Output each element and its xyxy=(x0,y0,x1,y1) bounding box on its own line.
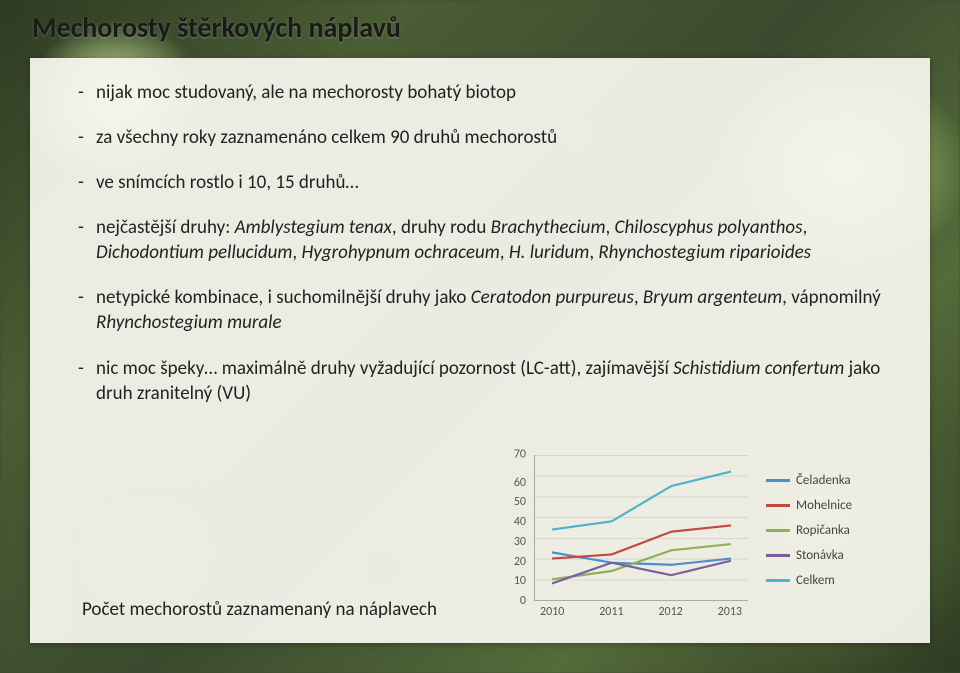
bullet-item: za všechny roky zaznamenáno celkem 90 dr… xyxy=(70,125,890,150)
legend-item: Mohelnice xyxy=(766,498,872,513)
chart-series-line xyxy=(552,552,731,564)
bullet-item: nic moc špeky… maximálně druhy vyžadujíc… xyxy=(70,356,890,406)
y-tick-label: 50 xyxy=(514,496,530,508)
chart-x-axis: 2010 2011 2012 2013 xyxy=(534,603,748,621)
chart-series-line xyxy=(552,525,731,558)
legend-item: Čeladenka xyxy=(766,473,872,488)
x-tick-label: 2013 xyxy=(718,605,742,621)
legend-label: Ropičanka xyxy=(796,523,850,538)
y-tick-label: 40 xyxy=(514,516,530,528)
legend-label: Čeladenka xyxy=(796,473,851,488)
chart-series-line xyxy=(552,472,731,530)
legend-swatch xyxy=(766,579,790,582)
y-tick-label: 10 xyxy=(514,575,530,587)
x-tick-label: 2012 xyxy=(658,605,682,621)
x-tick-label: 2010 xyxy=(540,605,564,621)
legend-swatch xyxy=(766,479,790,482)
legend-label: Mohelnice xyxy=(796,498,852,513)
species-count-chart: 706050403020100 2010201120122013 Čeladen… xyxy=(502,451,882,621)
bullet-item: netypické kombinace, i suchomilnější dru… xyxy=(70,285,890,335)
chart-svg xyxy=(535,455,748,600)
bullet-item: nejčastější druhy: Amblystegium tenax, d… xyxy=(70,215,890,265)
bullet-list: nijak moc studovaný, ale na mechorosty b… xyxy=(70,80,890,406)
bullet-item: nijak moc studovaný, ale na mechorosty b… xyxy=(70,80,890,105)
chart-legend: Čeladenka Mohelnice Ropičanka Stonávka Celke… xyxy=(752,451,872,598)
slide-title: Mechorosty štěrkových náplavů xyxy=(32,10,401,45)
legend-swatch xyxy=(766,529,790,532)
legend-label: Celkem xyxy=(796,573,835,588)
chart-plot xyxy=(534,455,748,601)
chart-plot-area: 706050403020100 2010201120122013 xyxy=(502,451,752,621)
chart-caption: Počet mechorostů zaznamenaný na náplavec… xyxy=(82,598,437,621)
content-panel: nijak moc studovaný, ale na mechorosty b… xyxy=(30,58,930,643)
legend-swatch xyxy=(766,554,790,557)
chart-y-axis: 706050403020100 xyxy=(502,451,530,601)
bullet-item: ve snímcích rostlo i 10, 15 druhů… xyxy=(70,170,890,195)
legend-item: Stonávka xyxy=(766,548,872,563)
legend-label: Stonávka xyxy=(796,548,844,563)
legend-swatch xyxy=(766,504,790,507)
y-tick-label: 70 xyxy=(514,449,530,461)
legend-item: Celkem xyxy=(766,573,872,588)
legend-item: Ropičanka xyxy=(766,523,872,538)
y-tick-label: 20 xyxy=(514,556,530,568)
x-tick-label: 2011 xyxy=(599,605,623,621)
y-tick-label: 30 xyxy=(514,536,530,548)
y-tick-label: 0 xyxy=(520,595,530,607)
y-tick-label: 60 xyxy=(514,477,530,489)
